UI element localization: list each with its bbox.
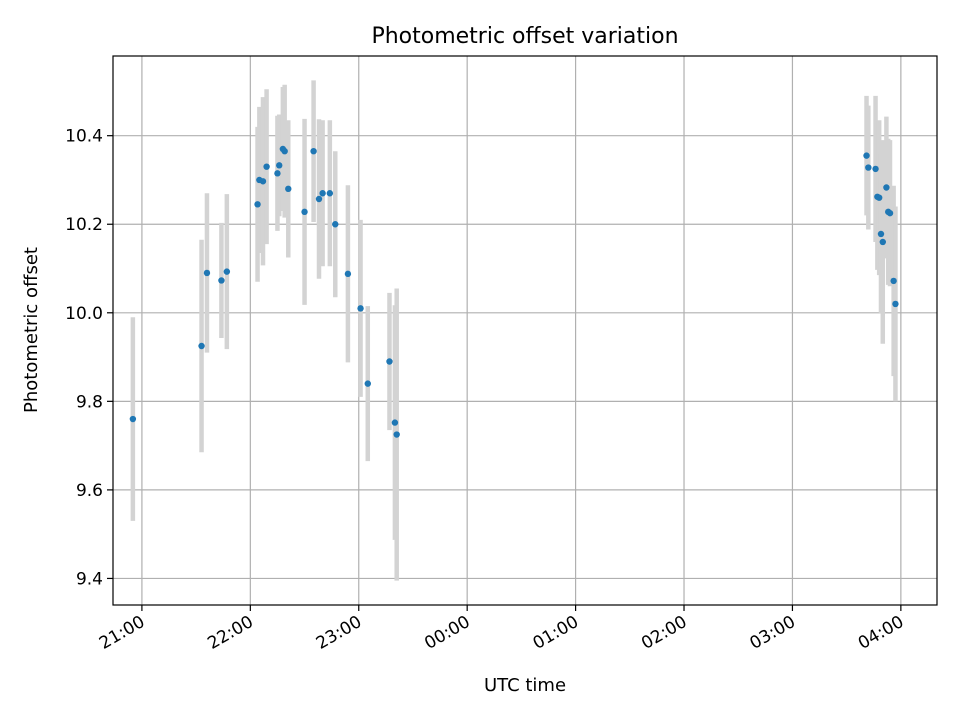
y-tick-label: 9.4 [76,569,103,589]
data-point [883,184,890,191]
data-point [865,164,872,171]
x-tick-label: 03:00 [747,612,799,654]
data-point [386,358,393,365]
data-point [332,221,339,228]
data-point [274,170,281,177]
y-tick-label: 10.2 [65,215,103,235]
data-point [281,147,288,155]
plot-frame [112,55,938,606]
data-point [203,269,211,277]
data-point [357,305,364,312]
x-tick-label: 04:00 [855,612,907,654]
chart-title: Photometric offset variation [371,24,678,49]
y-axis-label: Photometric offset [21,247,42,413]
x-axis-ticks: 21:00 22:00 23:00 00:00 01:00 02:00 03:00 04:00 [96,605,907,654]
data-point [254,201,261,208]
x-tick-label: 02:00 [638,612,690,654]
x-tick-label: 01:00 [530,612,582,654]
x-tick-label: 21:00 [96,612,148,654]
y-tick-label: 9.6 [76,481,103,501]
data-point [875,194,883,201]
data-point [877,230,885,238]
data-point [393,431,400,438]
x-tick-label: 22:00 [204,612,256,654]
data-points [129,145,899,438]
y-tick-label: 10.0 [65,304,103,324]
data-point [890,277,897,285]
y-tick-label: 9.8 [76,392,103,412]
data-point [344,270,352,278]
data-point [263,163,270,170]
data-point [218,277,225,284]
x-tick-label: 00:00 [421,612,473,654]
data-point [315,195,323,203]
x-axis-label: UTC time [484,675,566,696]
data-point [319,190,326,197]
data-point [863,152,870,159]
data-point [892,300,899,308]
data-point [326,190,334,197]
data-point [879,238,886,246]
data-point [391,419,399,426]
data-point [276,162,283,169]
data-point [223,268,231,275]
data-point [198,342,205,350]
data-point [259,178,267,185]
data-point [310,147,317,155]
data-point [129,415,137,423]
data-point [364,380,371,387]
y-tick-label: 10.4 [65,127,103,147]
y-axis-ticks: 9.4 9.6 9.8 10.0 10.2 10.4 [65,127,113,589]
data-point [886,209,894,217]
x-tick-label: 23:00 [313,612,365,654]
plot-area [113,56,937,605]
data-point [872,165,879,173]
data-point [301,208,308,216]
data-point [285,185,292,193]
grid [113,56,937,605]
